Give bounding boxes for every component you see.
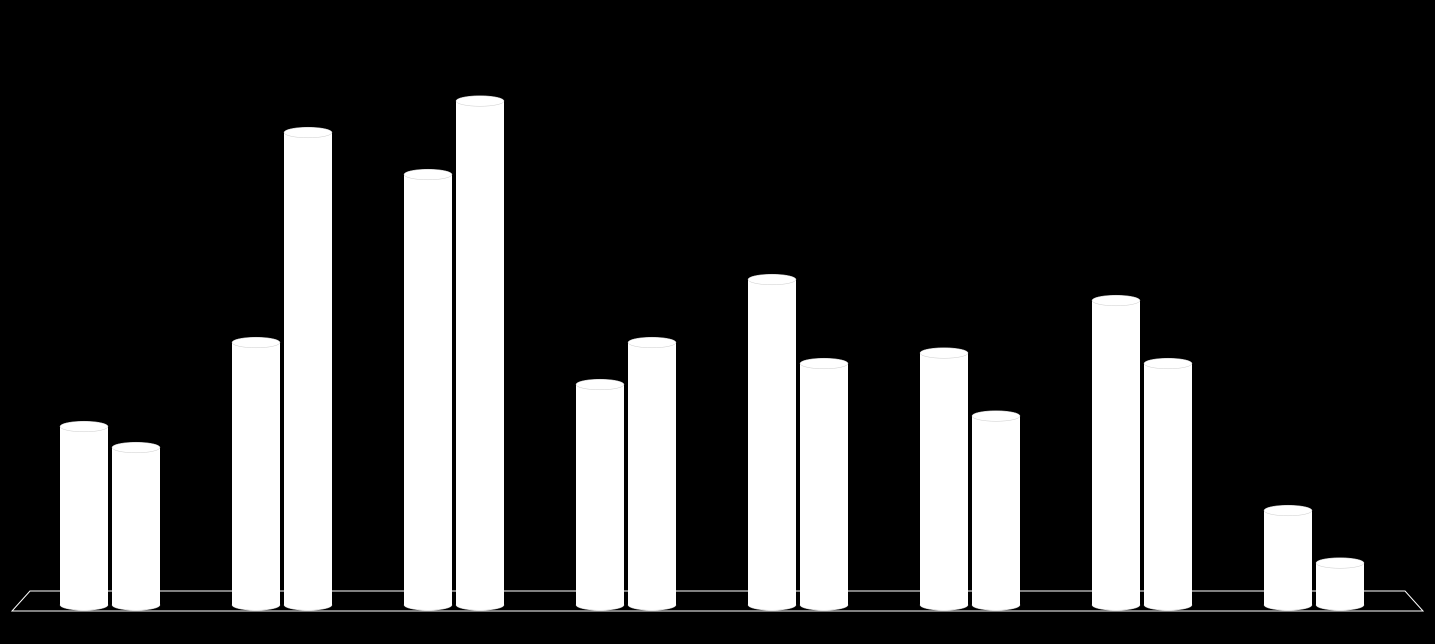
bar-body bbox=[60, 427, 108, 606]
bar-body bbox=[404, 175, 452, 606]
bar-cylinder bbox=[1264, 505, 1312, 610]
bar-body bbox=[232, 343, 280, 606]
bar-top bbox=[1264, 505, 1312, 516]
bar-body bbox=[748, 280, 796, 606]
bar-cylinder bbox=[112, 442, 160, 610]
bar-cylinder bbox=[284, 127, 332, 610]
bar-top bbox=[284, 127, 332, 138]
bar-cylinder bbox=[232, 337, 280, 610]
bar-chart bbox=[0, 0, 1435, 644]
bar-cylinder bbox=[748, 274, 796, 610]
bar-body bbox=[920, 353, 968, 605]
bar-body bbox=[1316, 563, 1364, 605]
bar-top bbox=[1316, 558, 1364, 569]
bar-body bbox=[972, 416, 1020, 605]
bar-body bbox=[1144, 364, 1192, 606]
bar-top bbox=[1092, 295, 1140, 306]
chart-svg bbox=[0, 0, 1435, 644]
bar-top bbox=[628, 337, 676, 348]
bar-cylinder bbox=[800, 358, 848, 610]
bar-top bbox=[972, 411, 1020, 422]
chart-background bbox=[0, 0, 1435, 644]
bar-cylinder bbox=[576, 379, 624, 610]
bar-body bbox=[456, 101, 504, 605]
bar-body bbox=[284, 133, 332, 606]
bar-top bbox=[404, 169, 452, 180]
bar-cylinder bbox=[1144, 358, 1192, 610]
bar-cylinder bbox=[628, 337, 676, 610]
bar-body bbox=[576, 385, 624, 606]
bar-cylinder bbox=[1092, 295, 1140, 610]
bar-body bbox=[628, 343, 676, 606]
bar-top bbox=[576, 379, 624, 390]
bar-top bbox=[1144, 358, 1192, 369]
bar-cylinder bbox=[456, 96, 504, 611]
bar-top bbox=[60, 421, 108, 432]
bar-top bbox=[456, 96, 504, 107]
bar-body bbox=[1092, 301, 1140, 606]
bar-cylinder bbox=[60, 421, 108, 610]
bar-top bbox=[232, 337, 280, 348]
bar-cylinder bbox=[1316, 558, 1364, 611]
bar-top bbox=[748, 274, 796, 285]
bar-cylinder bbox=[972, 411, 1020, 611]
bar-cylinder bbox=[404, 169, 452, 610]
bar-top bbox=[112, 442, 160, 453]
bar-top bbox=[920, 348, 968, 359]
bar-cylinder bbox=[920, 348, 968, 611]
bar-body bbox=[112, 448, 160, 606]
bar-body bbox=[800, 364, 848, 606]
bar-top bbox=[800, 358, 848, 369]
